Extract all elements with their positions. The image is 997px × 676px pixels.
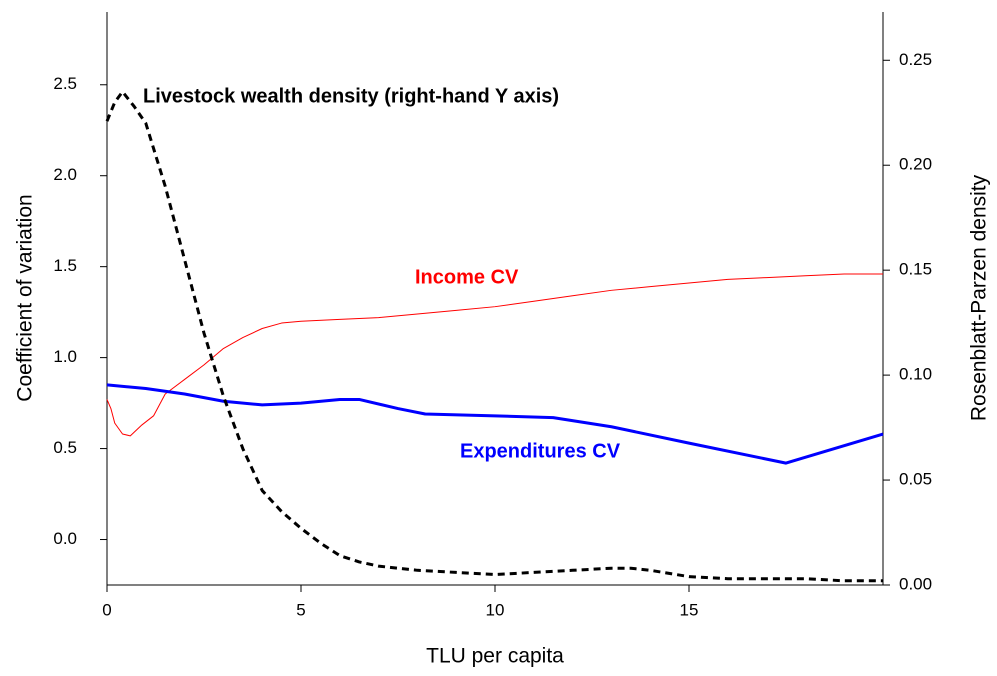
x-tick-label: 5 (296, 600, 305, 619)
y-tick-label: 1.5 (53, 256, 77, 275)
y2-tick-label: 0.05 (899, 470, 932, 489)
annotation: Expenditures CV (460, 440, 621, 462)
y2-tick-label: 0.00 (899, 574, 932, 593)
series-line (106, 273, 883, 437)
series-line (105, 90, 883, 583)
series-line (106, 383, 884, 465)
y-tick-label: 0.5 (53, 438, 77, 457)
x-tick-label: 0 (102, 600, 111, 619)
y2-axis-label: Rosenblatt-Parzen density (968, 174, 991, 421)
y-tick-label: 2.0 (53, 165, 77, 184)
y-tick-label: 1.0 (53, 347, 77, 366)
y-axis-label: Coefficient of variation (14, 194, 37, 401)
y2-tick-label: 0.25 (899, 50, 932, 69)
y2-tick-label: 0.20 (899, 155, 932, 174)
y-tick-label: 2.5 (53, 74, 77, 93)
x-tick-label: 10 (486, 600, 505, 619)
y-tick-label: 0.0 (53, 529, 77, 548)
annotation: Income CV (415, 266, 519, 288)
y2-tick-label: 0.15 (899, 260, 932, 279)
x-tick-label: 15 (680, 600, 699, 619)
x-axis-label: TLU per capita (426, 645, 564, 668)
annotation: Livestock wealth density (right-hand Y a… (143, 85, 559, 107)
y2-tick-label: 0.10 (899, 365, 932, 384)
